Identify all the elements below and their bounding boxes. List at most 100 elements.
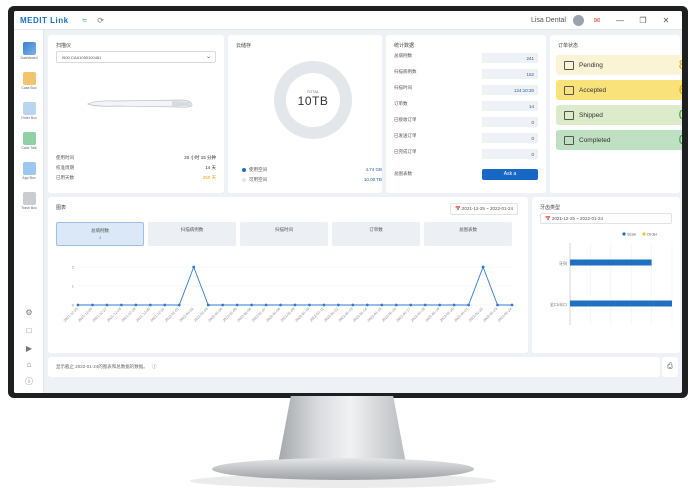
info-icon[interactable]: ⓘ [25, 377, 33, 386]
x-tick-label: 2022-01-06 [236, 307, 252, 323]
data-point[interactable] [365, 303, 369, 307]
order-status-pending[interactable]: Pending 8 [556, 55, 682, 75]
data-point[interactable] [481, 265, 485, 269]
used-label: 使用空间 [249, 167, 267, 172]
data-point[interactable] [510, 303, 514, 307]
chart-tab[interactable]: 订单数 [332, 222, 420, 246]
scanner-select[interactable]: I500 CAA1055100481 ⌄ [56, 51, 216, 63]
data-point[interactable] [322, 303, 326, 307]
restore-icon[interactable]: ❐ [639, 15, 647, 25]
data-point[interactable] [394, 303, 398, 307]
sidebar-item-dashboard[interactable]: Dashboard [14, 40, 44, 68]
data-point[interactable] [250, 303, 254, 307]
line-chart: 2102021-12-252021-12-262021-12-272021-12… [63, 265, 514, 323]
sidebar-item-label: Case Box [21, 86, 37, 90]
scanner-card: 扫描仪 I500 CAA1055100481 ⌄ 使用时间 20 小时 15 分… [48, 35, 224, 193]
data-point[interactable] [279, 303, 282, 307]
settings-icon[interactable]: ⚙ [25, 308, 33, 317]
tooth-type-date-range[interactable]: 📅 2021-12-25 ~ 2022-01-24 [540, 213, 672, 224]
data-point[interactable] [221, 303, 225, 307]
free-space-row: 可用空间 10.00 TB [242, 177, 382, 183]
order-status-shipped[interactable]: Shipped 0 [556, 105, 682, 125]
notification-icon[interactable]: ✉ [593, 15, 601, 25]
bar[interactable] [570, 300, 672, 307]
sidebar-item-label: Case Talk [21, 146, 37, 150]
stat-label: 已完成订单 [394, 149, 417, 154]
data-point[interactable] [351, 303, 355, 307]
x-tick-label: 2022-01-14 [352, 307, 368, 323]
x-tick-label: 2021-12-27 [92, 307, 108, 323]
data-point[interactable] [177, 303, 181, 307]
usage-time-label: 使用时间 [56, 155, 74, 160]
data-point[interactable] [438, 303, 442, 307]
chart-tab-label: 扫描病例数 [180, 227, 204, 232]
avatar[interactable] [573, 14, 584, 26]
close-icon[interactable]: ✕ [662, 15, 670, 25]
data-point[interactable] [467, 303, 470, 307]
print-button[interactable]: ⎙ [662, 357, 678, 377]
wifi-icon[interactable]: ≈ [82, 15, 87, 25]
data-point[interactable] [148, 303, 152, 307]
x-tick-label: 2022-01-10 [294, 307, 310, 323]
data-point[interactable] [452, 303, 456, 307]
sync-icon[interactable]: ⟳ [97, 15, 104, 25]
used-space-row: 使用空间 4.74 GB [242, 167, 382, 173]
chart-tab[interactable]: 总图表数 [424, 222, 512, 246]
home-icon[interactable]: ⌂ [26, 360, 32, 369]
folder-icon[interactable]: □ [26, 326, 32, 335]
x-tick-label: 2022-01-07 [251, 307, 267, 323]
data-point[interactable] [134, 303, 138, 307]
x-tick-label: 2022-01-18 [410, 307, 426, 323]
x-tick-label: 2022-01-23 [482, 307, 498, 323]
data-point[interactable] [409, 303, 413, 307]
y-tick-label: 2 [72, 265, 75, 270]
sidebar-item-order-box[interactable]: Order Box [14, 100, 44, 128]
data-point[interactable] [206, 303, 210, 307]
data-point[interactable] [91, 303, 94, 307]
data-point[interactable] [192, 265, 196, 269]
calibration-value: 14 天 [205, 165, 216, 170]
bar[interactable] [570, 259, 652, 266]
data-point[interactable] [163, 303, 167, 307]
x-tick-label: 2022-01-01 [164, 307, 180, 323]
chart-tab-label: 扫描时间 [275, 227, 293, 232]
stat-row: 已接收订单 0 [394, 117, 538, 127]
chart-tab[interactable]: 扫描时间 [240, 222, 328, 246]
data-point[interactable] [76, 303, 80, 307]
data-point[interactable] [308, 303, 311, 307]
app-window: MEDIT Link ≈ ⟳ Lisa Dental ✉ — ❐ ✕ Dashb… [14, 11, 682, 393]
stat-label: 已接收订单 [394, 117, 417, 122]
order-status-completed[interactable]: Completed 0 [556, 130, 682, 150]
x-tick-label: 2022-01-20 [439, 307, 455, 323]
sidebar-item-case-box[interactable]: Case Box [14, 70, 44, 98]
stats-title: 统计数据 [394, 43, 415, 49]
used-dot [242, 167, 246, 172]
data-point[interactable] [235, 303, 239, 307]
data-point[interactable] [337, 303, 340, 307]
chart-title: 图表 [56, 205, 67, 211]
data-point[interactable] [380, 303, 384, 307]
order-status-card: 订单状态 Pending 8 Accepted 6 Shipped 0 Completed 0 [550, 35, 682, 193]
data-point[interactable] [496, 303, 499, 307]
x-tick-label: 2022-01-08 [265, 307, 281, 323]
chart-date-range[interactable]: 📅 2021-12-25 ~ 2022-01-24 [449, 203, 518, 215]
minimize-icon[interactable]: — [616, 15, 624, 25]
sidebar-item-app-box[interactable]: App Box [14, 160, 44, 188]
data-point[interactable] [423, 303, 427, 307]
x-tick-label: 2022-01-17 [396, 307, 412, 323]
chart-tab[interactable]: 扫描病例数 [148, 222, 236, 246]
data-point[interactable] [120, 303, 123, 307]
megaphone-icon[interactable]: ▶ [25, 344, 33, 353]
sidebar-item-trash-box[interactable]: Trash Box [14, 190, 44, 218]
stats-action-button[interactable]: Ask a [482, 169, 538, 180]
data-point[interactable] [105, 303, 109, 307]
data-point[interactable] [293, 303, 297, 307]
sidebar-item-case-talk[interactable]: Case Talk [14, 130, 44, 158]
stat-row: 总病例数 241 [394, 53, 538, 63]
chart-tab[interactable]: 总病例数 4 [56, 222, 144, 246]
data-point[interactable] [264, 303, 268, 307]
order-status-accepted[interactable]: Accepted 6 [556, 80, 682, 100]
stat-value: 152 [482, 69, 538, 79]
used-value: 4.74 GB [365, 167, 382, 172]
info-icon[interactable]: ⓘ [152, 364, 157, 369]
